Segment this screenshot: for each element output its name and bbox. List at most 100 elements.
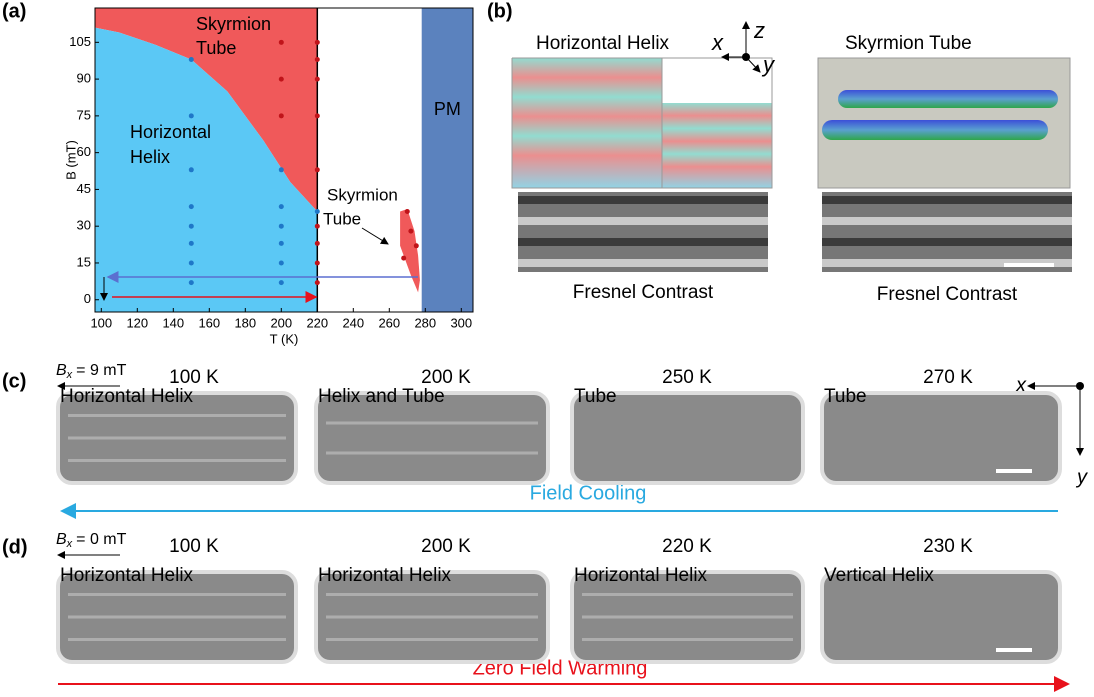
- temperature-label: 200 K: [421, 536, 471, 557]
- annotation-arrow: [361, 227, 389, 245]
- data-point: [188, 113, 194, 119]
- x-axis-label: T (K): [270, 331, 299, 346]
- coordinate-axes: [721, 21, 761, 73]
- coordinate-axes: [1027, 382, 1084, 456]
- micrograph-frame: [570, 391, 805, 485]
- region-label: Skyrmion: [196, 14, 271, 34]
- axis-name: x: [1015, 374, 1027, 396]
- x-tick-label: 280: [414, 315, 436, 330]
- data-point: [188, 56, 194, 62]
- region-label: Tube: [196, 38, 236, 58]
- data-point: [278, 223, 284, 229]
- y-axis-label: B (mT): [63, 140, 78, 180]
- state-label: Horizontal Helix: [574, 565, 708, 586]
- fresnel-bg: [518, 192, 768, 272]
- data-point: [278, 113, 284, 119]
- data-point: [314, 280, 320, 286]
- y-tick-label: 75: [77, 107, 91, 122]
- data-point: [314, 76, 320, 82]
- axis-name: x: [711, 30, 724, 55]
- model-title: Horizontal Helix: [536, 33, 670, 54]
- data-point: [278, 280, 284, 286]
- state-label: Vertical Helix: [824, 565, 934, 586]
- micrograph: [56, 391, 298, 485]
- data-point: [278, 76, 284, 82]
- region-label: Skyrmion: [327, 185, 398, 204]
- data-point: [188, 240, 194, 246]
- x-tick-label: 260: [378, 315, 400, 330]
- data-point: [278, 260, 284, 266]
- data-point: [278, 240, 284, 246]
- data-point: [314, 240, 320, 246]
- x-tick-label: 160: [198, 315, 220, 330]
- x-tick-label: 100: [90, 315, 112, 330]
- x-tick-label: 220: [306, 315, 328, 330]
- phase-diagram: 100 120 140 160 180 200 220 240 260 280 300 0 15 30 45…: [63, 7, 474, 346]
- data-point: [401, 255, 407, 261]
- caption: Fresnel Contrast: [877, 284, 1018, 305]
- region-label: PM: [434, 99, 461, 119]
- y-tick-label: 60: [77, 144, 91, 159]
- field-value: = 9 mT: [76, 362, 126, 379]
- pm-region: [421, 8, 473, 312]
- state-label: Helix and Tube: [318, 386, 445, 407]
- data-point: [278, 167, 284, 173]
- y-tick-label: 30: [77, 218, 91, 233]
- temperature-label: 270 K: [923, 367, 973, 388]
- micrograph: [570, 570, 805, 664]
- field-value: = 0 mT: [76, 531, 126, 548]
- fresnel-band: [518, 196, 768, 204]
- x-tick-label: 240: [342, 315, 364, 330]
- temperature-label: 100 K: [169, 536, 219, 557]
- tube-model: [817, 57, 1071, 189]
- micrograph: [314, 570, 550, 664]
- fresnel-band: [822, 238, 1072, 246]
- fresnel-band: [822, 196, 1072, 204]
- temperature-label: 200 K: [421, 367, 471, 388]
- micrograph-frame: [314, 391, 550, 485]
- fresnel-band: [518, 259, 768, 267]
- micrograph: [820, 391, 1062, 485]
- data-point: [314, 260, 320, 266]
- state-label: Tube: [574, 386, 617, 407]
- data-point: [404, 208, 410, 214]
- fresnel-image: [822, 192, 1072, 272]
- fresnel-band: [518, 238, 768, 246]
- fresnel-image: [518, 192, 768, 272]
- axis-name: z: [753, 18, 765, 43]
- data-point: [278, 204, 284, 210]
- axis-name: y: [761, 52, 776, 77]
- fresnel-bg: [822, 192, 1072, 272]
- field-subscript: x: [66, 538, 73, 550]
- y-tick-label: 105: [69, 34, 91, 49]
- data-point: [314, 39, 320, 45]
- panel-label: (b): [487, 0, 513, 22]
- data-point: [188, 167, 194, 173]
- data-point: [188, 204, 194, 210]
- data-point: [314, 167, 320, 173]
- data-point: [413, 243, 419, 249]
- data-point: [188, 260, 194, 266]
- field-subscript: x: [66, 369, 73, 381]
- micrograph: [314, 391, 550, 485]
- region-label: Helix: [130, 147, 170, 167]
- panel-label: (d): [2, 536, 28, 558]
- panel-label: (a): [2, 0, 26, 22]
- temperature-label: 230 K: [923, 536, 973, 557]
- state-label: Horizontal Helix: [318, 565, 452, 586]
- data-point: [314, 208, 320, 214]
- state-label: Tube: [824, 386, 867, 407]
- panel-label: (c): [2, 370, 26, 392]
- x-tick-label: 200: [270, 315, 292, 330]
- micrograph-frame: [820, 391, 1062, 485]
- region-label: Tube: [323, 209, 361, 228]
- field-symbol: B: [56, 531, 67, 548]
- micrograph-frame: [820, 570, 1062, 664]
- data-point: [314, 56, 320, 62]
- fresnel-band: [822, 217, 1072, 225]
- data-point: [314, 223, 320, 229]
- arrow-label: Field Cooling: [530, 482, 647, 504]
- y-tick-label: 45: [77, 181, 91, 196]
- temperature-label: 250 K: [662, 367, 712, 388]
